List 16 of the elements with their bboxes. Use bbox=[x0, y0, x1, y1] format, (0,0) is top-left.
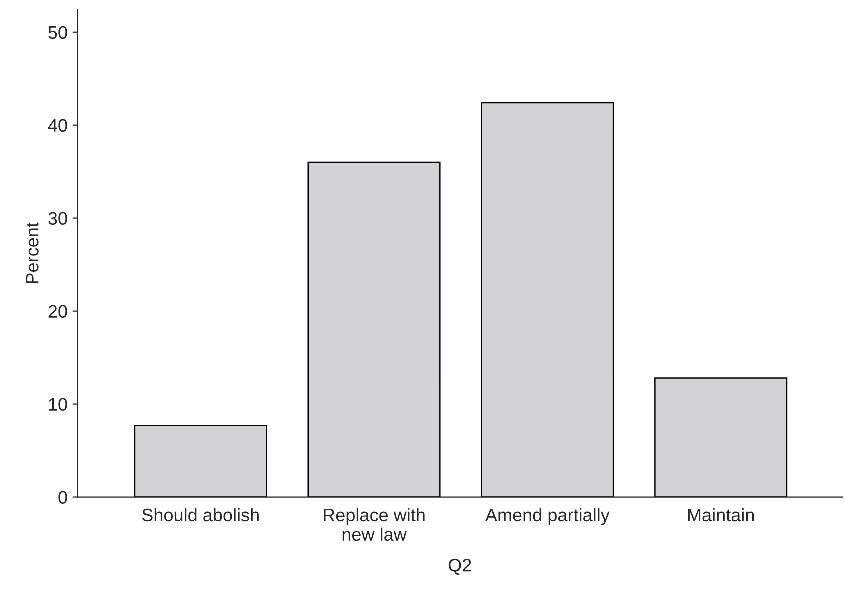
x-tick-label: Should abolish bbox=[142, 508, 259, 522]
y-tick-label: 50 bbox=[48, 26, 68, 40]
x-tick-label: Amend partially bbox=[485, 508, 610, 526]
y-tick-label: 40 bbox=[48, 119, 68, 132]
y-tick-label: 20 bbox=[48, 305, 68, 318]
y-tick-label: 30 bbox=[48, 212, 68, 226]
x-axis-title: Q2 bbox=[448, 559, 472, 576]
bar bbox=[134, 425, 268, 498]
bar bbox=[654, 378, 788, 498]
x-tick-label: Replace with new law bbox=[324, 508, 425, 542]
y-axis-title: Percent bbox=[26, 222, 39, 284]
bar bbox=[308, 162, 441, 498]
y-tick-label: 0 bbox=[58, 491, 68, 504]
y-tick-label: 10 bbox=[49, 398, 68, 412]
bar bbox=[481, 102, 614, 498]
x-tick-label: Maintain bbox=[688, 508, 754, 522]
